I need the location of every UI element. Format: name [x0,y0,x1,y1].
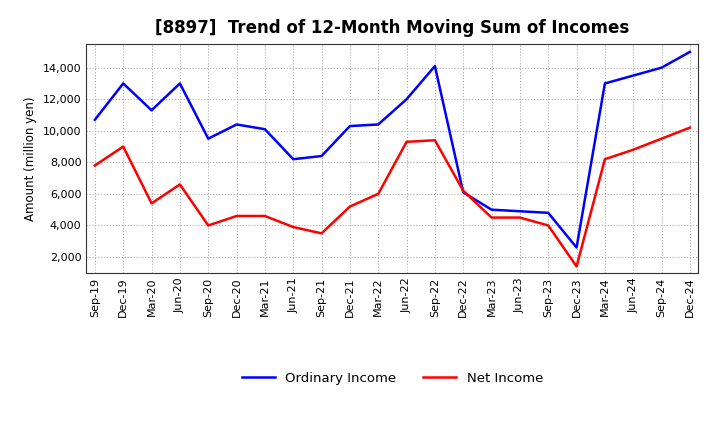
Ordinary Income [289,157,297,162]
Ordinary Income [204,136,212,141]
Legend: Ordinary Income, Net Income: Ordinary Income, Net Income [237,367,548,390]
Net Income [487,215,496,220]
Ordinary Income [261,127,269,132]
Net Income [516,215,524,220]
Net Income [176,182,184,187]
Net Income [148,201,156,206]
Net Income [91,163,99,168]
Net Income [402,139,411,144]
Ordinary Income [318,154,326,159]
Ordinary Income [629,73,637,78]
Net Income [431,138,439,143]
Net Income [261,213,269,219]
Ordinary Income [233,122,241,127]
Net Income [600,157,609,162]
Net Income [657,136,666,141]
Ordinary Income [544,210,552,216]
Ordinary Income [459,190,467,195]
Ordinary Income [600,81,609,86]
Ordinary Income [487,207,496,213]
Ordinary Income [346,123,354,128]
Line: Ordinary Income: Ordinary Income [95,52,690,248]
Ordinary Income [148,108,156,113]
Ordinary Income [685,49,694,55]
Net Income [685,125,694,130]
Ordinary Income [516,209,524,214]
Net Income [346,204,354,209]
Net Income [572,264,581,269]
Net Income [459,188,467,194]
Ordinary Income [431,63,439,69]
Ordinary Income [572,245,581,250]
Ordinary Income [91,117,99,122]
Net Income [289,224,297,230]
Net Income [119,144,127,149]
Ordinary Income [374,122,382,127]
Ordinary Income [176,81,184,86]
Ordinary Income [119,81,127,86]
Ordinary Income [402,97,411,102]
Net Income [629,147,637,152]
Net Income [233,213,241,219]
Net Income [374,191,382,197]
Ordinary Income [657,65,666,70]
Net Income [544,223,552,228]
Net Income [204,223,212,228]
Line: Net Income: Net Income [95,128,690,267]
Title: [8897]  Trend of 12-Month Moving Sum of Incomes: [8897] Trend of 12-Month Moving Sum of I… [156,19,629,37]
Net Income [318,231,326,236]
Y-axis label: Amount (million yen): Amount (million yen) [24,96,37,220]
